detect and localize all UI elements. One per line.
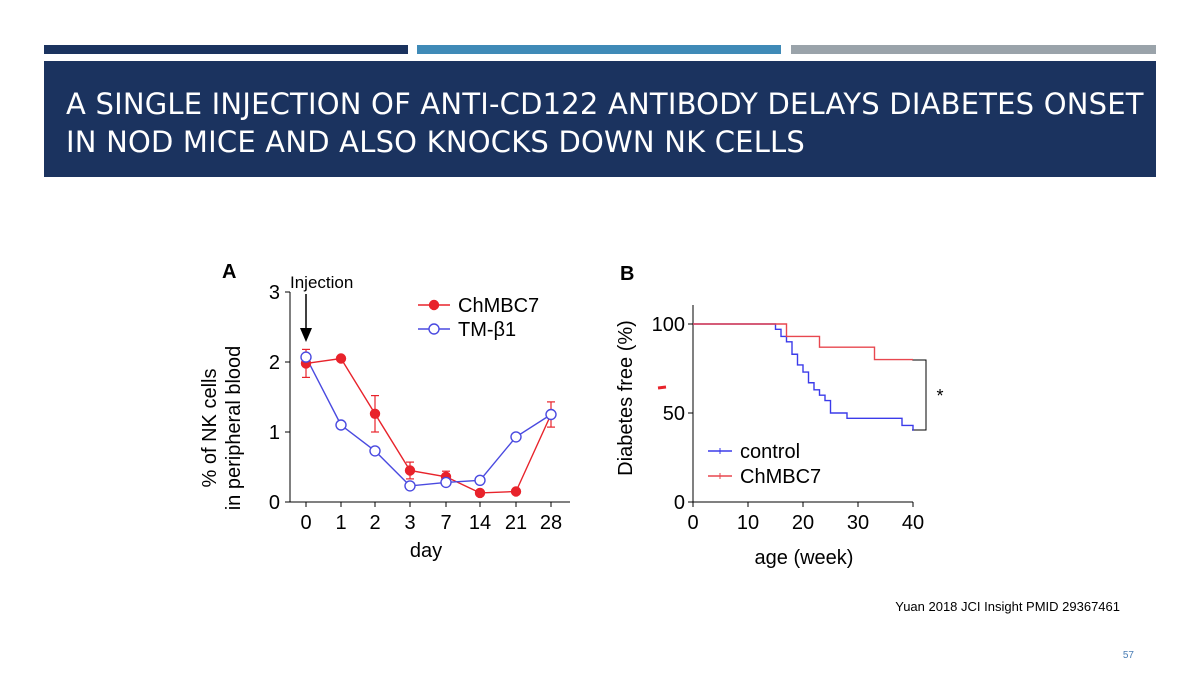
- significance-star: *: [936, 386, 943, 406]
- panel-a-xtick-label: 2: [369, 512, 380, 534]
- panel-a-xlabel: day: [410, 540, 442, 562]
- data-point-0: [474, 487, 486, 499]
- panel-a-ytick-label: 2: [269, 352, 280, 374]
- legend-label: TM-β1: [458, 319, 516, 341]
- panel-a-xtick-label: 14: [469, 512, 491, 534]
- panel-a-chart: A Injection % of NK cells in peripheral …: [199, 261, 570, 562]
- panel-a-xtick-label: 1: [335, 512, 346, 534]
- panel-a-xtick-label: 21: [505, 512, 527, 534]
- data-point-0: [510, 486, 522, 497]
- stray-red-mark: [657, 385, 667, 390]
- panel-b-xtick-label: 10: [737, 512, 759, 534]
- data-point-0: [369, 408, 381, 420]
- data-point-1: [440, 476, 452, 489]
- panel-a-xtick-label: 3: [404, 512, 415, 534]
- data-point-1: [404, 480, 416, 492]
- series-line-0: [305, 357, 552, 494]
- panel-b-xtick-label: 40: [902, 512, 924, 534]
- data-point-0: [335, 353, 347, 364]
- panel-a-label: A: [222, 261, 236, 283]
- data-point-1: [335, 419, 347, 431]
- survival-curve-0: [693, 323, 914, 431]
- header-accent-bar-3: [791, 45, 1156, 54]
- data-point-1: [474, 474, 486, 487]
- title-banner: A single injection of anti-CD122 antibod…: [44, 61, 1156, 177]
- citation: Yuan 2018 JCI Insight PMID 29367461: [895, 599, 1120, 614]
- panel-b-xlabel: age (week): [755, 547, 854, 569]
- legend-label: ChMBC7: [458, 295, 539, 317]
- panel-b-xtick-label: 20: [792, 512, 814, 534]
- injection-arrowhead: [300, 328, 312, 342]
- panel-a-ytick-label: 3: [269, 282, 280, 304]
- slide-title: A single injection of anti-CD122 antibod…: [66, 87, 1144, 159]
- panel-b-chart: B Diabetes free (%) age (week) * 0 50 100 0…: [615, 263, 944, 569]
- panel-b-xtick-label: 0: [687, 512, 698, 534]
- data-point-1: [510, 431, 522, 443]
- panel-a-ytick-label: 1: [269, 422, 280, 444]
- panel-b-ytick-label: 50: [663, 403, 685, 425]
- legend-marker: [428, 299, 440, 311]
- panel-a-ylabel-line2: in peripheral blood: [223, 346, 245, 511]
- panel-a-xtick-label: 0: [300, 512, 311, 534]
- panel-b-ytick-label: 100: [652, 314, 685, 336]
- panel-b-ytick-label: 0: [674, 492, 685, 514]
- panel-b-label: B: [620, 263, 634, 285]
- legend-label: control: [740, 441, 800, 463]
- legend-marker: [428, 323, 440, 335]
- panel-b-xtick-label: 30: [847, 512, 869, 534]
- page-number: 57: [1122, 650, 1134, 661]
- injection-annotation: Injection: [290, 273, 353, 292]
- figure-panels: A Injection % of NK cells in peripheral …: [199, 261, 944, 569]
- significance-bracket: [912, 359, 927, 431]
- panel-a-xtick-label: 7: [440, 512, 451, 534]
- legend-label: ChMBC7: [740, 466, 821, 488]
- panel-b-ylabel: Diabetes free (%): [615, 320, 637, 476]
- series-line-1: [305, 356, 552, 487]
- header-accent-bar-2: [417, 45, 781, 54]
- panel-a-ytick-label: 0: [269, 492, 280, 514]
- data-point-1: [545, 408, 557, 421]
- panel-a-ylabel-line1: % of NK cells: [199, 369, 221, 488]
- data-point-1: [369, 445, 381, 457]
- data-point-0: [404, 465, 416, 476]
- header-accent-bar-1: [44, 45, 408, 54]
- data-point-1: [300, 351, 312, 363]
- panel-a-xtick-label: 28: [540, 512, 562, 534]
- survival-curve-1: [693, 323, 913, 361]
